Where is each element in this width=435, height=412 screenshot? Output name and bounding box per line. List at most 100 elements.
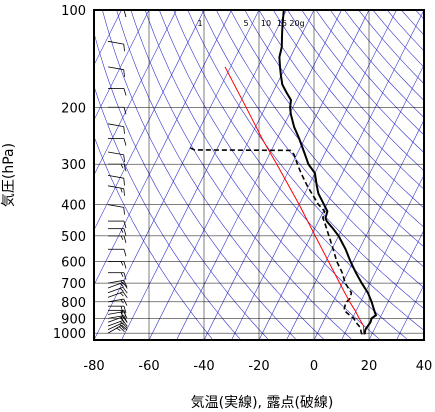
wind-barb-staff [107, 40, 124, 45]
dewpoint-line [187, 146, 363, 335]
y-tick-label: 500 [61, 230, 86, 245]
mixing-ratio-label: 5 [243, 19, 248, 28]
y-tick-label: 600 [61, 255, 86, 270]
isotherm-line [148, 10, 315, 340]
dry-adiabat-line [230, 10, 424, 248]
wind-barb-feather [123, 228, 127, 236]
y-tick-label: 900 [61, 312, 86, 327]
wind-barb-staff [107, 66, 124, 71]
y-tick-label: 300 [61, 158, 86, 173]
x-axis-title: 気温(実線), 露点(破線) [191, 395, 334, 411]
wind-barb-feather [123, 126, 125, 134]
dry-adiabat-line [201, 10, 424, 289]
wind-barb-feather [116, 327, 121, 331]
wind-barb [107, 185, 125, 196]
dry-adiabat-line [258, 10, 424, 209]
wind-barb-feather [120, 187, 123, 193]
dry-adiabat-line [94, 135, 214, 340]
dry-adiabat-line [94, 31, 270, 340]
wind-barb-feather [123, 207, 125, 215]
isotherm-line [94, 10, 150, 121]
wind-barb-feather [122, 287, 128, 294]
dry-adiabat-line [144, 10, 381, 340]
wind-barb-feather [123, 188, 125, 196]
wind-barb-feather [120, 306, 124, 314]
wind-barb [107, 291, 128, 299]
wind-barb-feather [123, 164, 127, 172]
wind-barb [107, 204, 125, 215]
wind-barb [108, 163, 127, 172]
x-tick-label: 40 [416, 359, 433, 374]
wind-barb [108, 248, 127, 257]
isotherm-line [368, 229, 424, 340]
wind-barb-feather [119, 321, 124, 325]
x-tick-label: 0 [310, 359, 318, 374]
wind-barb [107, 286, 128, 294]
wind-barb [107, 279, 128, 288]
wind-barb-feather [119, 283, 124, 287]
wind-barb [108, 272, 127, 280]
x-tick-label: -80 [83, 359, 104, 374]
wind-barb [107, 282, 128, 289]
wind-barb-feather [123, 249, 127, 257]
isotherm-line [94, 10, 205, 231]
dry-adiabat-line [216, 10, 424, 268]
temperature-line [278, 10, 378, 335]
wind-barb-staff [107, 151, 124, 156]
wind-barb-feather [120, 299, 124, 304]
wind-barb-feather [123, 272, 127, 280]
dry-adiabat-line [102, 10, 297, 340]
wind-barb [108, 235, 127, 243]
wind-barb-feather [122, 322, 128, 329]
wind-barb-feather [123, 154, 125, 163]
isotherm-line [258, 10, 424, 340]
wind-barb [108, 138, 127, 146]
wind-barb [107, 298, 128, 306]
wind-barb-feather [123, 107, 127, 115]
y-axis-title: 気圧(hPa) [1, 143, 17, 207]
wind-barb [107, 324, 128, 334]
wind-barb [108, 106, 127, 115]
dry-adiabat-line [130, 10, 353, 340]
dry-adiabat-line [94, 85, 242, 340]
x-tick-label: -60 [138, 359, 159, 374]
wind-barb-feather [120, 228, 124, 233]
wind-barb-feather [120, 280, 124, 285]
wind-barb-feather [121, 324, 128, 331]
wind-barb [107, 123, 125, 134]
x-tick-label: -40 [193, 359, 214, 374]
wind-barb-feather [120, 261, 124, 266]
dry-adiabat-line [272, 10, 424, 190]
wind-barb-feather [123, 280, 128, 288]
y-tick-label: 700 [61, 277, 86, 292]
wind-barb-feather [123, 310, 127, 318]
wind-barbs [107, 9, 128, 334]
wind-barb-feather [120, 272, 124, 277]
grid-lines [94, 10, 424, 340]
dry-adiabat-line [173, 10, 424, 331]
wind-barb-feather [119, 323, 125, 330]
dry-adiabat-line [159, 10, 409, 340]
mixing-ratio-label: 1 [197, 19, 202, 28]
wind-barb [108, 261, 127, 269]
plot-frame [93, 9, 425, 341]
wind-barb-feather [120, 235, 124, 241]
mixing-ratio-label: 20g [289, 19, 304, 28]
mixing-ratio-labels: 1 5 10 15 20g [197, 19, 304, 28]
wind-barb-feather [123, 315, 128, 323]
y-tick-label: 200 [61, 101, 86, 116]
wind-barb [107, 315, 128, 323]
wind-barb-feather [120, 315, 125, 323]
wind-barb-feather [123, 298, 128, 306]
wind-barb-feather [123, 44, 125, 52]
wind-barb-feather [120, 310, 124, 318]
wind-barb-feather [123, 69, 125, 77]
isotherm-line [313, 119, 424, 340]
mixing-ratio-label: 15 [277, 19, 287, 28]
wind-barb-staff [107, 175, 124, 179]
isotherm-line [203, 10, 370, 340]
sounding-series [187, 10, 378, 335]
parcel-path-line [224, 66, 365, 335]
